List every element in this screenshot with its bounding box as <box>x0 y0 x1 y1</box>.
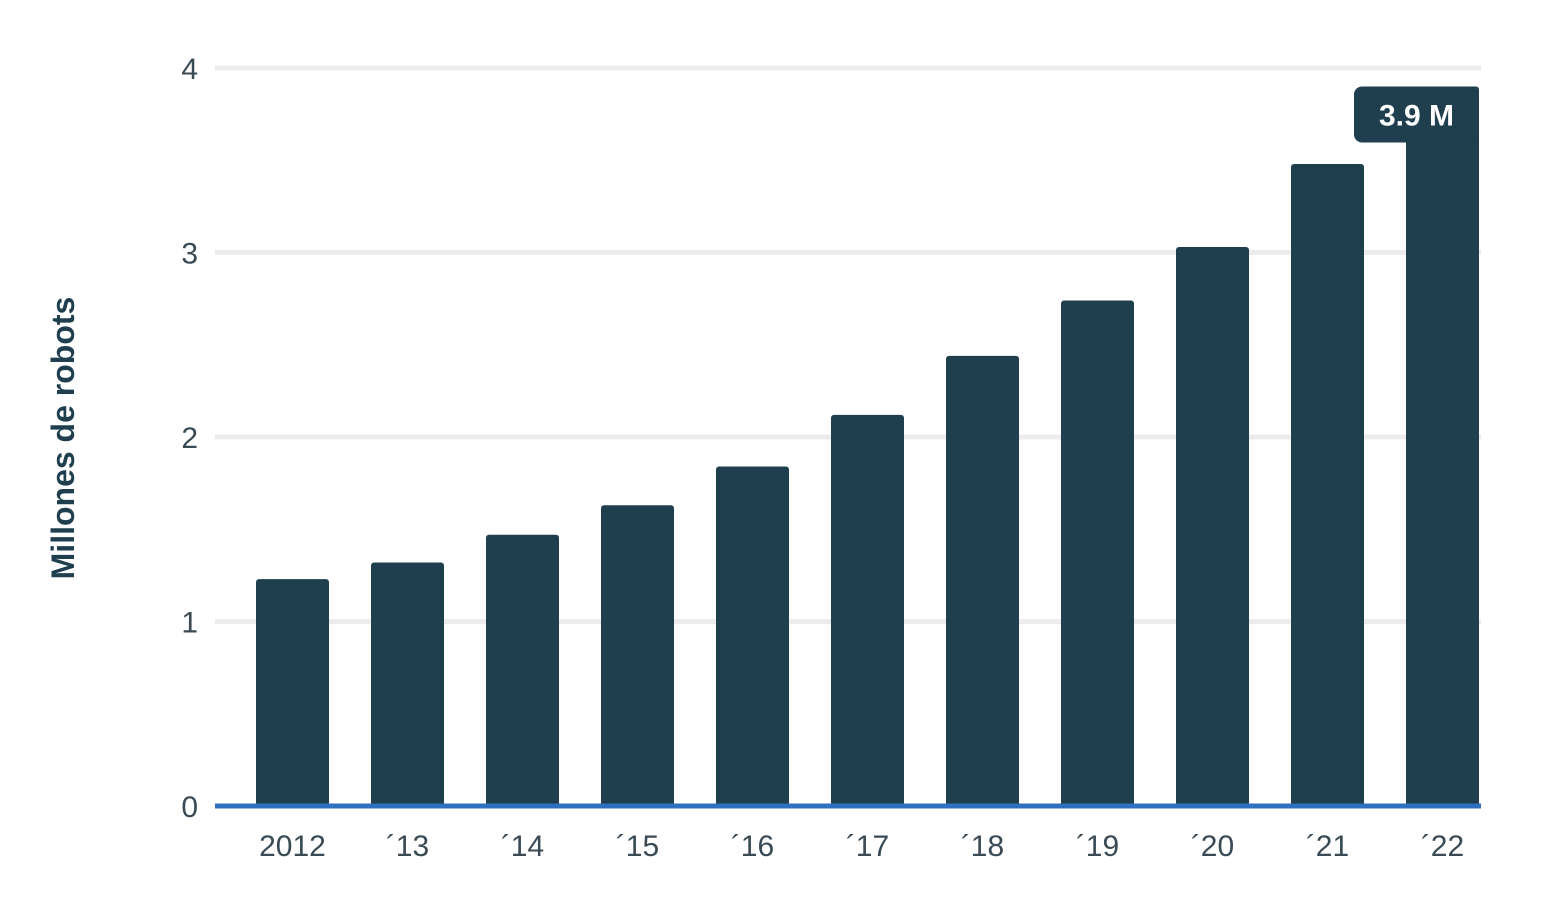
x-tick-label: ´22 <box>1421 830 1464 863</box>
bars <box>256 86 1479 807</box>
x-tick-label: ´19 <box>1076 830 1119 863</box>
x-tick-label: ´13 <box>386 830 429 863</box>
bar <box>716 466 789 806</box>
y-axis-label: Millones de robots <box>45 297 81 580</box>
bar <box>946 355 1019 806</box>
bar <box>1406 86 1479 806</box>
value-annotation: 3.9 M <box>1354 86 1479 143</box>
y-tick-label: 0 <box>181 791 198 824</box>
bar <box>1061 300 1134 806</box>
x-tick-label: ´21 <box>1306 830 1349 863</box>
x-tick-label: ´18 <box>961 830 1004 863</box>
x-tick-label: ´14 <box>501 830 544 863</box>
bar <box>371 562 444 806</box>
y-tick-label: 3 <box>181 238 198 271</box>
x-tick-label: ´20 <box>1191 830 1234 863</box>
x-tick-label: ´15 <box>616 830 659 863</box>
y-tick-label: 2 <box>181 422 198 455</box>
bar <box>831 414 904 806</box>
y-tick-label: 1 <box>181 607 198 640</box>
x-tick-label: 2012 <box>259 830 326 863</box>
value-label-box <box>1354 86 1479 143</box>
bar <box>486 534 559 806</box>
x-tick-label: ´16 <box>731 830 774 863</box>
y-axis-tick-labels: 0 1 2 3 4 <box>181 53 198 824</box>
y-tick-label: 4 <box>181 53 198 86</box>
bar <box>1176 246 1249 807</box>
x-axis-tick-labels: 2012 ´13 ´14 ´15 ´16 ´17 ´18 ´19 ´20 ´21 ´22 <box>259 830 1464 863</box>
bar <box>601 505 674 806</box>
bar <box>256 579 329 806</box>
bar <box>1291 163 1364 806</box>
x-tick-label: ´17 <box>846 830 889 863</box>
value-label: 3.9 M <box>1379 99 1454 132</box>
